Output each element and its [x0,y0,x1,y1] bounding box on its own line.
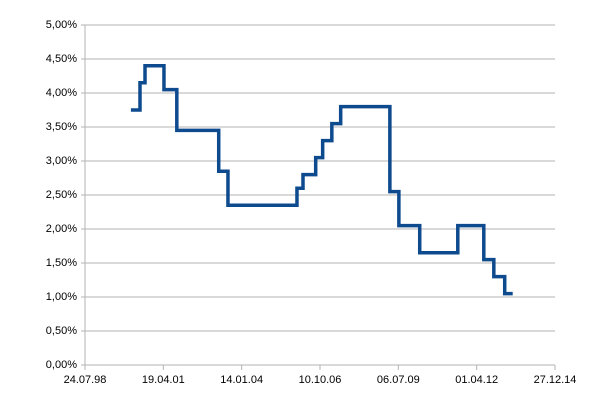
y-tick-label: 1,50% [46,257,77,269]
y-tick-label: 4,50% [46,53,77,65]
x-tick-label: 27.12.14 [534,374,577,386]
x-tick-label: 06.07.09 [377,374,420,386]
x-tick-label: 10.10.06 [299,374,342,386]
y-tick-label: 3,00% [46,155,77,167]
x-tick-label: 14.01.04 [220,374,263,386]
x-tick-label: 19.04.01 [142,374,185,386]
y-tick-label: 3,50% [46,121,77,133]
y-tick-label: 4,00% [46,87,77,99]
y-tick-label: 0,00% [46,359,77,371]
x-tick-label: 24.07.98 [64,374,107,386]
y-tick-label: 5,00% [46,19,77,31]
y-tick-label: 1,00% [46,291,77,303]
y-tick-label: 2,50% [46,189,77,201]
y-tick-label: 2,00% [46,223,77,235]
x-tick-label: 01.04.12 [455,374,498,386]
y-tick-label: 0,50% [46,325,77,337]
line [130,64,513,296]
